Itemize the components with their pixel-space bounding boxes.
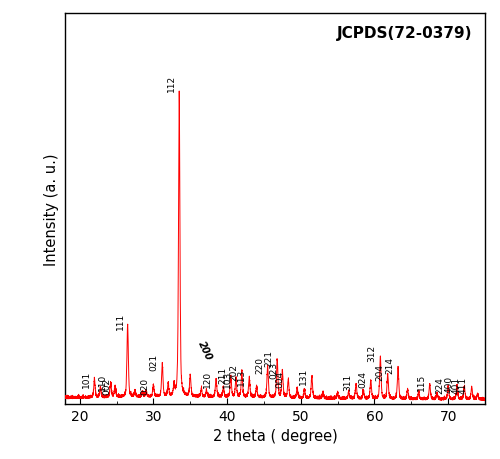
Text: 204: 204 (375, 363, 384, 380)
Text: 111: 111 (116, 312, 124, 330)
Text: 202: 202 (229, 363, 238, 380)
Text: 021: 021 (150, 353, 158, 370)
Text: 214: 214 (386, 357, 394, 373)
Text: 401: 401 (452, 376, 460, 393)
Text: 103: 103 (224, 370, 232, 387)
Text: 020: 020 (140, 377, 149, 394)
Text: 211: 211 (218, 367, 227, 384)
Text: 024: 024 (358, 370, 367, 387)
Text: 221: 221 (264, 350, 274, 367)
Text: 411: 411 (459, 376, 468, 393)
Text: 120: 120 (204, 370, 212, 387)
Text: 112: 112 (168, 75, 176, 92)
Text: 131: 131 (299, 366, 308, 384)
Text: 220: 220 (255, 357, 264, 373)
Text: 113: 113 (236, 368, 246, 386)
Y-axis label: Intensity (a. u.): Intensity (a. u.) (44, 153, 60, 265)
X-axis label: 2 theta ( degree): 2 theta ( degree) (212, 428, 338, 443)
Text: 400: 400 (444, 375, 454, 392)
Text: 110: 110 (98, 373, 107, 391)
Text: 023: 023 (270, 361, 278, 379)
Text: 312: 312 (368, 345, 376, 362)
Text: 115: 115 (417, 373, 426, 391)
Text: JCPDS(72-0379): JCPDS(72-0379) (337, 25, 472, 40)
Text: 004: 004 (276, 370, 284, 387)
Text: 311: 311 (344, 373, 352, 391)
Text: 002: 002 (102, 377, 112, 394)
Text: 200: 200 (196, 339, 214, 361)
Text: 101: 101 (82, 370, 91, 387)
Text: 224: 224 (436, 376, 444, 392)
